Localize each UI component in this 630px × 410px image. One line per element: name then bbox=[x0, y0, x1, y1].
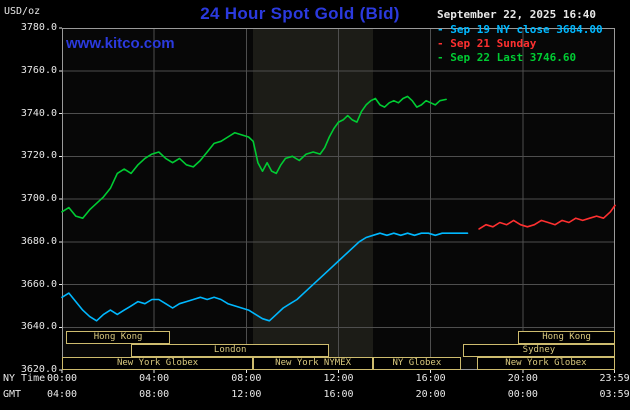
session-box-london: London bbox=[131, 344, 330, 357]
x-tick-label-gmt: 20:00 bbox=[415, 389, 446, 400]
gmt-axis-label: GMT bbox=[3, 389, 22, 400]
x-tick-label-gmt: 04:00 bbox=[46, 389, 78, 400]
session-box-hong-kong: Hong Kong bbox=[65, 331, 171, 344]
x-tick-label-ny: 00:00 bbox=[46, 373, 78, 384]
y-tick-label: 3700.0 bbox=[20, 193, 57, 204]
x-tick-label-ny: 04:00 bbox=[139, 373, 170, 384]
x-tick-label-gmt: 03:59 bbox=[599, 389, 630, 400]
session-box-new-york-globex: New York Globex bbox=[476, 357, 616, 370]
chart-title: 24 Hour Spot Gold (Bid) bbox=[200, 4, 400, 23]
session-box-hong-kong: Hong Kong bbox=[518, 331, 615, 344]
y-tick-label: 3760.0 bbox=[20, 64, 57, 76]
series-line-sep19 bbox=[61, 232, 469, 322]
session-box-sydney: Sydney bbox=[462, 344, 615, 357]
y-tick-label: 3740.0 bbox=[20, 107, 57, 119]
x-tick-label-ny: 12:00 bbox=[323, 373, 354, 384]
series-line-sep21 bbox=[478, 204, 616, 230]
x-tick-label-ny: 23:59 bbox=[599, 373, 630, 384]
x-tick-label-gmt: 08:00 bbox=[139, 389, 170, 400]
legend-item-2: - Sep 21 Sunday bbox=[437, 37, 537, 50]
legend-item-1: - Sep 19 NY close 3684.00 bbox=[437, 23, 603, 36]
x-tick-label-gmt: 16:00 bbox=[323, 389, 354, 400]
y-tick-label: 3780.0 bbox=[20, 22, 57, 33]
x-tick-label-ny: 08:00 bbox=[231, 373, 262, 384]
y-tick-label: 3720.0 bbox=[20, 150, 57, 162]
y-tick-label: 3620.0 bbox=[20, 364, 57, 375]
kitco-website-link[interactable]: www.kitco.com bbox=[66, 35, 175, 52]
x-tick-label-ny: 20:00 bbox=[507, 373, 538, 384]
y-tick-label: 3680.0 bbox=[20, 235, 57, 247]
x-tick-label-gmt: 12:00 bbox=[231, 389, 262, 400]
ny-time-axis-label: NY Time bbox=[3, 373, 46, 384]
y-tick-label: 3640.0 bbox=[20, 321, 57, 333]
x-tick-label-ny: 16:00 bbox=[415, 373, 446, 384]
session-box-new-york-nymex: New York NYMEX bbox=[253, 357, 373, 370]
series-line-sep22 bbox=[61, 95, 447, 219]
chart-timestamp: September 22, 2025 16:40 bbox=[437, 8, 596, 21]
x-tick-label-gmt: 00:00 bbox=[507, 389, 538, 400]
session-box-new-york-globex: New York Globex bbox=[62, 357, 254, 370]
legend-item-3: - Sep 22 Last 3746.60 bbox=[437, 51, 577, 64]
session-box-ny-globex: NY Globex bbox=[373, 357, 461, 370]
y-axis-unit-label: USD/oz bbox=[4, 6, 41, 17]
y-tick-label: 3660.0 bbox=[20, 278, 57, 290]
